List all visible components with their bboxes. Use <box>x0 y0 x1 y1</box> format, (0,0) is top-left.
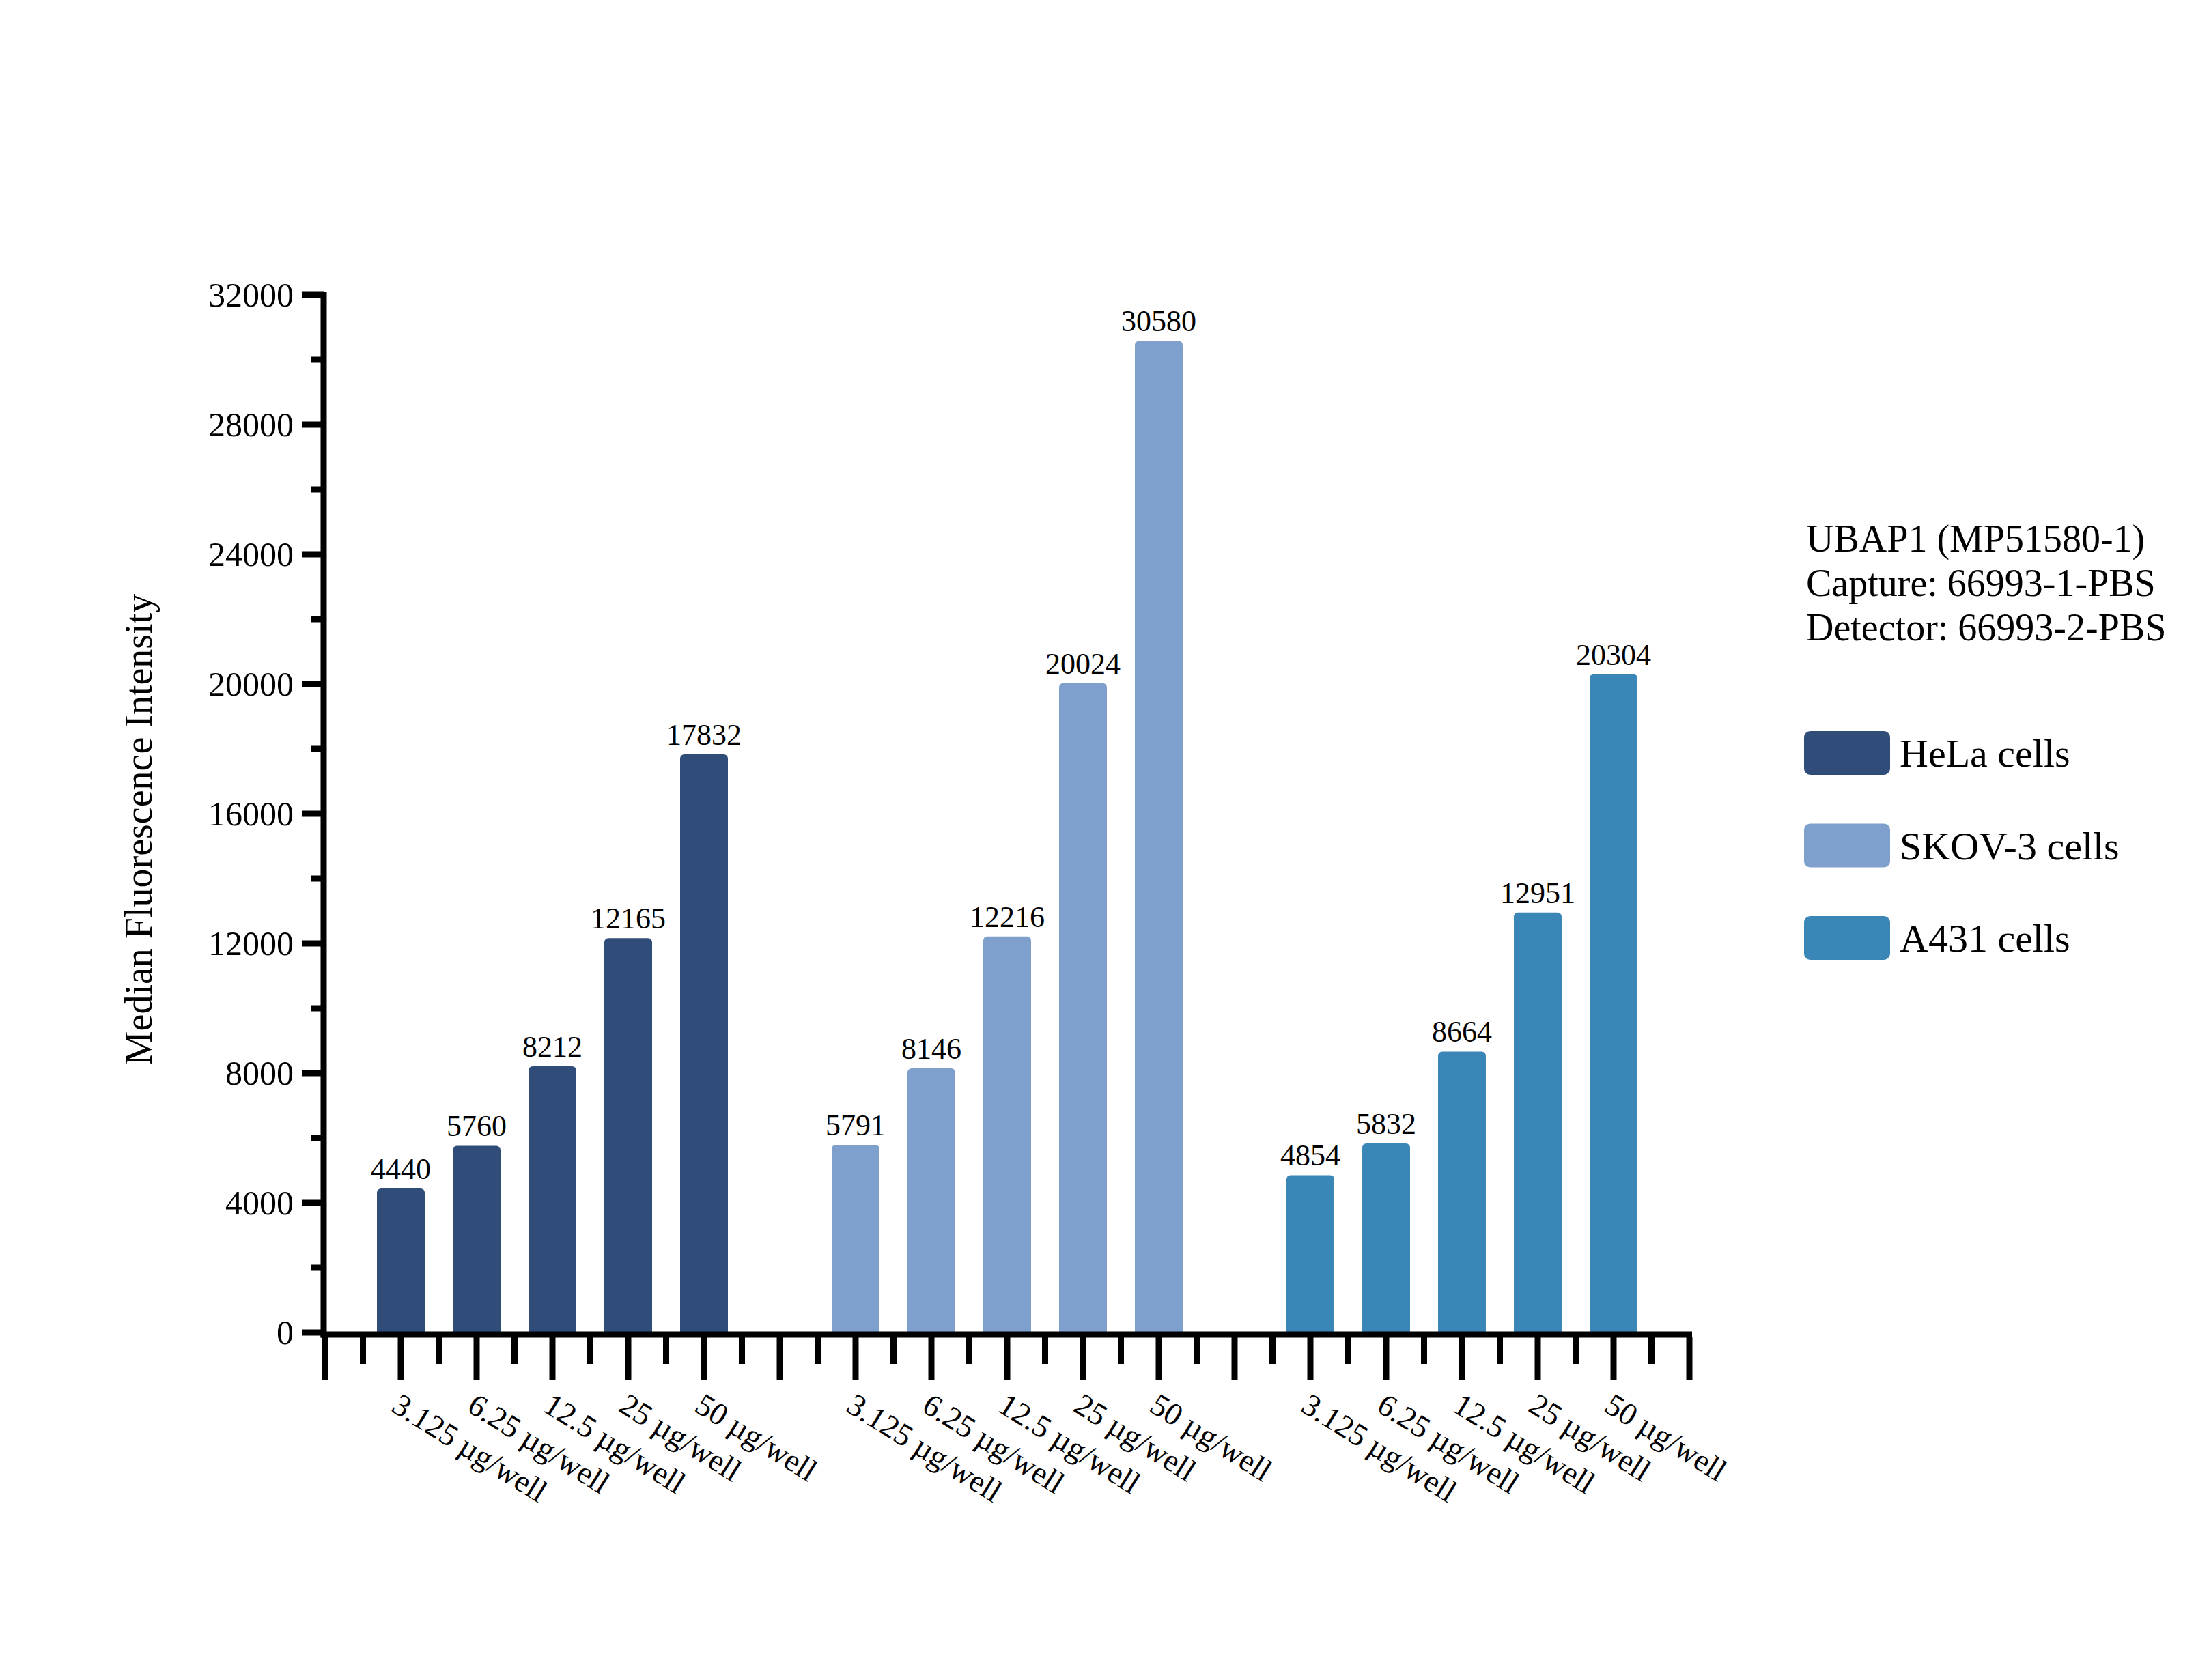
bar <box>983 937 1031 1337</box>
bar-value-label: 12216 <box>970 900 1045 934</box>
bar-value-label: 5832 <box>1356 1107 1416 1141</box>
y-tick-label: 8000 <box>225 1054 294 1092</box>
legend-label: HeLa cells <box>1900 731 2070 775</box>
bar <box>907 1068 955 1337</box>
bar-value-label: 12951 <box>1500 877 1575 910</box>
legend-swatch <box>1804 824 1890 868</box>
y-tick-label: 4000 <box>225 1184 294 1222</box>
bar <box>1362 1143 1410 1337</box>
bar <box>680 754 728 1337</box>
legend-swatch <box>1804 731 1890 775</box>
annotation-line: UBAP1 (MP51580-1) <box>1806 517 2145 560</box>
bar-value-label: 4440 <box>371 1152 431 1186</box>
legend-label: SKOV-3 cells <box>1900 824 2120 868</box>
bar-value-label: 8212 <box>522 1030 582 1064</box>
annotation-line: Capture: 66993-1-PBS <box>1806 562 2156 604</box>
y-tick-label: 24000 <box>208 535 294 573</box>
bar <box>604 938 652 1337</box>
bar-value-label: 5760 <box>447 1109 507 1143</box>
bar <box>377 1188 425 1337</box>
y-tick-label: 0 <box>277 1313 294 1352</box>
bar-value-label: 17832 <box>666 718 742 752</box>
bar <box>832 1145 879 1337</box>
bar <box>1438 1051 1486 1337</box>
bar-value-label: 5791 <box>826 1109 886 1142</box>
bar <box>1514 913 1562 1337</box>
bar-value-label: 20024 <box>1045 647 1121 681</box>
y-axis-title: Median Fluorescence Intensity <box>117 594 160 1065</box>
bar <box>1286 1175 1334 1337</box>
legend-swatch <box>1804 916 1890 960</box>
y-tick-label: 32000 <box>208 276 294 314</box>
y-tick-label: 16000 <box>208 795 294 833</box>
bar-value-label: 8146 <box>901 1032 961 1066</box>
bar-chart: 4440 5760 8212 12165 17832 5791 8146 12216 20024… <box>0 0 2196 1680</box>
bar-value-label: 30580 <box>1121 304 1196 338</box>
bar <box>529 1066 576 1337</box>
bar <box>1059 683 1107 1337</box>
bar-value-label: 8664 <box>1432 1015 1492 1049</box>
bar <box>1590 674 1637 1337</box>
bar-value-label: 20304 <box>1576 638 1651 672</box>
figure-canvas: 4440 5760 8212 12165 17832 5791 8146 12216 20024… <box>0 0 2196 1680</box>
bar <box>1135 341 1183 1337</box>
annotation-line: Detector: 66993-2-PBS <box>1806 606 2166 649</box>
bar-value-label: 12165 <box>591 902 666 935</box>
y-tick-label: 12000 <box>208 924 294 963</box>
y-tick-label: 28000 <box>208 405 294 444</box>
legend-label: A431 cells <box>1900 916 2070 960</box>
bar <box>453 1145 501 1337</box>
y-tick-label: 20000 <box>208 665 294 703</box>
bar-value-label: 4854 <box>1280 1139 1340 1172</box>
